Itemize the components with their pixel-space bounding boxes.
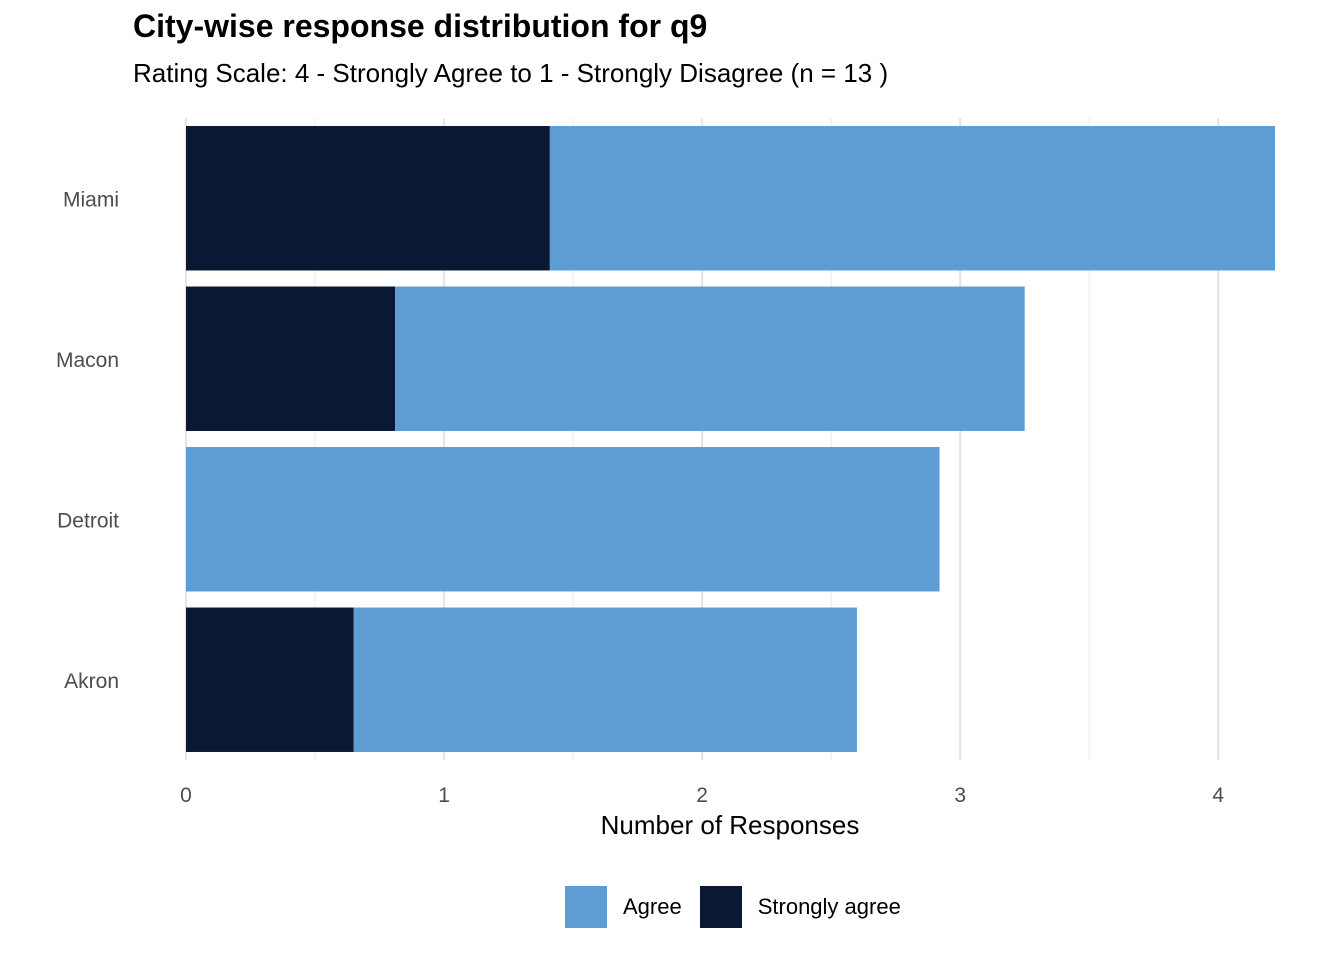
y-tick-label: Macon <box>56 349 119 372</box>
y-tick-label: Detroit <box>57 509 119 532</box>
bar-miami-strongly-agree <box>186 126 550 271</box>
legend-label-agree: Agree <box>623 894 682 919</box>
legend-item-agree: Agree <box>565 886 682 928</box>
legend-item-strongly-agree: Strongly agree <box>699 886 901 928</box>
y-tick-label: Akron <box>64 670 119 693</box>
x-tick-label: 1 <box>438 784 450 807</box>
x-tick-label: 4 <box>1212 784 1224 807</box>
y-tick-labels: Miami Macon Detroit Akron <box>56 188 119 693</box>
bar-akron-agree <box>353 607 857 752</box>
legend-swatch-agree <box>565 886 607 928</box>
bars-layer <box>186 126 1275 752</box>
x-tick-label: 3 <box>954 784 966 807</box>
bar-akron-strongly-agree <box>186 607 354 752</box>
x-tick-labels: 0 1 2 3 4 <box>180 784 1224 807</box>
legend-label-strongly-agree: Strongly agree <box>757 894 901 919</box>
legend-swatch-strongly-agree <box>699 886 742 928</box>
bar-detroit-agree <box>186 447 940 592</box>
x-tick-label: 2 <box>696 784 708 807</box>
bar-macon-strongly-agree <box>186 286 396 431</box>
chart-subtitle: Rating Scale: 4 - Strongly Agree to 1 - … <box>133 58 889 88</box>
legend: Agree Strongly agree <box>565 886 919 928</box>
y-tick-label: Miami <box>63 188 119 211</box>
x-tick-label: 0 <box>180 784 192 807</box>
bar-miami-agree <box>549 126 1275 271</box>
chart-title: City-wise response distribution for q9 <box>133 8 708 44</box>
bar-macon-agree <box>395 286 1025 431</box>
x-axis-label: Number of Responses <box>601 810 860 840</box>
